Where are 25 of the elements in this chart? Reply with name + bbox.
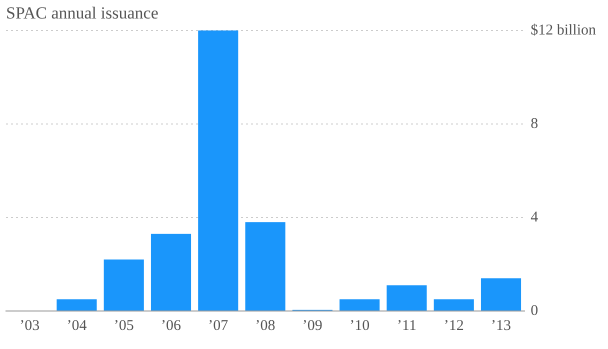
x-tick-label: ’10 [350,318,370,334]
x-tick-label: ’06 [161,318,182,334]
x-tick-label: ’07 [208,318,229,334]
bar [386,285,427,310]
y-tick-label: 4 [530,209,539,226]
bar [104,260,144,310]
y-tick-label: 0 [530,302,538,319]
bar [480,278,522,310]
y-tick-label: $12 billion [530,22,596,38]
x-tick-label: ’13 [491,318,512,334]
x-tick-label: ’03 [20,318,40,334]
y-tick-label: 8 [530,116,538,132]
bar [198,30,238,310]
x-tick-label: ’04 [66,318,88,334]
x-tick-label: ’08 [255,318,276,334]
bar [340,299,380,310]
bar [150,234,192,310]
x-tick-label: ’12 [444,318,464,334]
bar [56,299,97,310]
chart-title: SPAC annual issuance [6,4,158,23]
bar [245,222,286,310]
bar [434,299,474,310]
x-tick-label: ’05 [114,318,134,334]
x-tick-label: ’11 [396,318,416,334]
x-tick-label: ’09 [302,318,322,334]
